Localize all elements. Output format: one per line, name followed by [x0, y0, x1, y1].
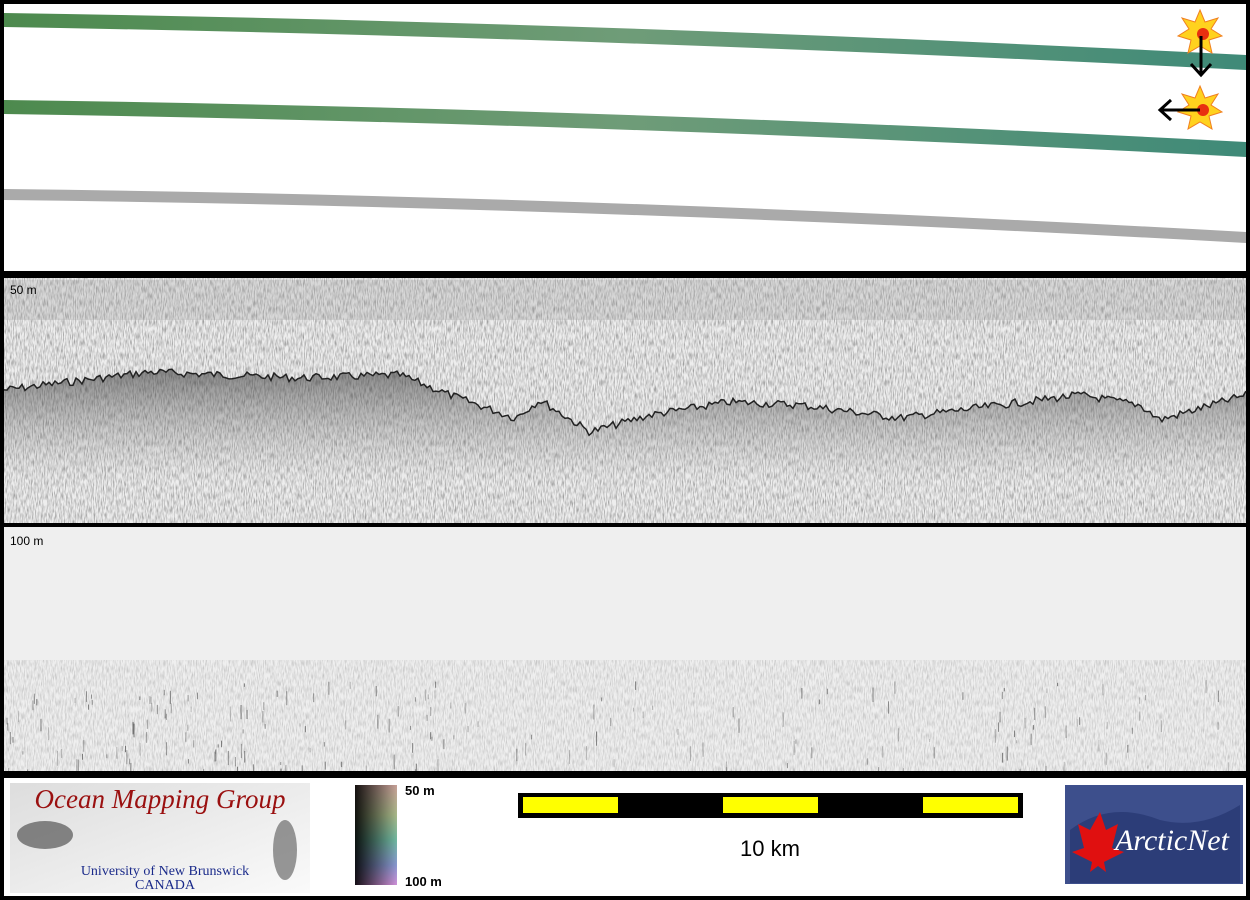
- logo-university: University of New Brunswick: [81, 864, 249, 879]
- colorbar-label: 100 m: [405, 874, 442, 889]
- sun-icon: [1176, 8, 1224, 78]
- scale-bar: [518, 793, 1023, 818]
- logo-title: Ocean Mapping Group: [35, 784, 286, 814]
- partner-name: ArcticNet: [1113, 824, 1230, 857]
- maple-leaf: [1072, 812, 1124, 872]
- swath-strip: [4, 13, 1246, 70]
- logo-country: CANADA: [135, 878, 196, 893]
- seafloor-shade: [4, 369, 1246, 480]
- swath-strip: [4, 100, 1246, 157]
- logo-graphic: [273, 820, 297, 880]
- depth-label: 50 m: [10, 283, 37, 297]
- scale-label: 10 km: [740, 836, 800, 861]
- colorbar-label: 50 m: [405, 783, 435, 798]
- logo-graphic: [17, 821, 73, 849]
- colorbar-shade: [355, 785, 397, 885]
- water-column-band: [4, 280, 1246, 320]
- seafloor-profile: [3, 368, 1247, 437]
- depth-label: 100 m: [10, 534, 43, 548]
- swath-strip: [4, 189, 1246, 243]
- sonar-returns: [6, 680, 1230, 771]
- sonar-noise: [4, 660, 1246, 771]
- logo-graphic: [1070, 805, 1240, 883]
- sun-icon: [1157, 84, 1224, 131]
